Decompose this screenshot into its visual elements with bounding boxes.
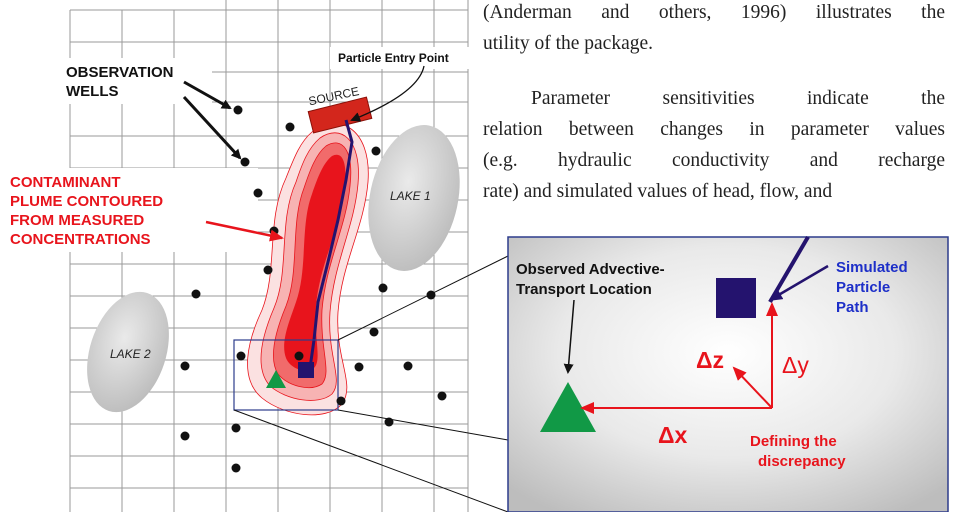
observation-wells-label-line1: OBSERVATION bbox=[66, 64, 174, 81]
well-point bbox=[180, 361, 190, 371]
text-line: Parameter sensitivities indicate the bbox=[531, 88, 945, 109]
inset-simulated-particle bbox=[716, 278, 756, 318]
well-point bbox=[191, 289, 201, 299]
particle-path bbox=[308, 119, 354, 369]
delta-z-label: Δz bbox=[696, 347, 724, 373]
zoom-connector bbox=[233, 409, 509, 512]
source-block: SOURCE bbox=[307, 84, 373, 134]
delta-x-label: Δx bbox=[658, 422, 688, 448]
well-point bbox=[180, 431, 190, 441]
lake-1-label: LAKE 1 bbox=[390, 189, 431, 203]
well-point bbox=[231, 463, 241, 473]
label-backing bbox=[8, 168, 258, 252]
observed-location-marker bbox=[266, 370, 286, 388]
simulated-pointer-arrow bbox=[768, 264, 829, 302]
observation-wells-label-line2: WELLS bbox=[66, 83, 119, 100]
simulated-label-line3: Path bbox=[836, 299, 869, 316]
wells-pointer-arrow bbox=[182, 95, 242, 160]
simulated-particle-marker bbox=[298, 362, 314, 378]
well-point bbox=[403, 361, 413, 371]
well-point bbox=[437, 391, 447, 401]
text-line: (Anderman and others, 1996) illustrates … bbox=[483, 2, 945, 23]
well-point bbox=[371, 146, 381, 156]
well-point bbox=[294, 351, 304, 361]
text-line: relation between changes in parameter va… bbox=[483, 119, 945, 140]
delta-z-arrow bbox=[732, 366, 773, 409]
well-point bbox=[233, 105, 243, 115]
observed-pointer-arrow bbox=[563, 299, 575, 374]
well-point bbox=[378, 283, 388, 293]
paragraph-continuation: (Anderman and others, 1996) illustrates … bbox=[483, 0, 945, 59]
simulated-label-line2: Particle bbox=[836, 279, 890, 296]
simulated-label-line1: Simulated bbox=[836, 259, 908, 276]
label-backing bbox=[330, 47, 470, 69]
observed-label-line1: Observed Advective- bbox=[516, 261, 665, 278]
particle-entry-point-label: Particle Entry Point bbox=[338, 51, 449, 65]
plume-label-line3: FROM MEASURED bbox=[10, 212, 144, 229]
well-point bbox=[285, 122, 295, 132]
well-point bbox=[231, 423, 241, 433]
text-line: utility of the package. bbox=[483, 33, 654, 54]
plume-label-line4: CONCENTRATIONS bbox=[10, 231, 151, 248]
wells-pointer-arrow bbox=[183, 80, 232, 110]
well-point bbox=[253, 188, 263, 198]
well-point bbox=[354, 362, 364, 372]
lake-1 bbox=[368, 125, 460, 271]
observed-label-line2: Transport Location bbox=[516, 281, 652, 298]
delta-y-label: Δy bbox=[782, 352, 809, 378]
inset-outline bbox=[233, 339, 339, 411]
well-point bbox=[269, 226, 279, 236]
paragraph-sensitivities: Parameter sensitivities indicate the rel… bbox=[483, 83, 945, 207]
entry-point-pointer bbox=[350, 65, 425, 122]
observation-wells bbox=[180, 105, 447, 473]
text-line: rate) and simulated values of head, flow… bbox=[483, 181, 833, 202]
zoom-connector bbox=[337, 409, 509, 441]
well-point bbox=[336, 396, 346, 406]
defining-label-line1: Defining the bbox=[750, 433, 837, 450]
defining-label-line2: discrepancy bbox=[758, 453, 846, 470]
well-point bbox=[240, 157, 250, 167]
text-line: (e.g. hydraulic conductivity and recharg… bbox=[483, 150, 945, 171]
zoom-connector bbox=[337, 255, 509, 341]
well-point bbox=[426, 290, 436, 300]
label-backing bbox=[62, 58, 212, 104]
well-point bbox=[236, 351, 246, 361]
discrepancy-inset: Observed Advective- Transport Location S… bbox=[507, 235, 949, 512]
lake-2 bbox=[87, 291, 169, 413]
lake-2-label: LAKE 2 bbox=[110, 347, 151, 361]
plume-label-line1: CONTAMINANT bbox=[10, 174, 121, 191]
well-point bbox=[369, 327, 379, 337]
plume-label-line2: PLUME CONTOURED bbox=[10, 193, 163, 210]
inset-observed-triangle bbox=[540, 382, 596, 432]
plume-pointer-arrow bbox=[205, 220, 284, 242]
well-point bbox=[263, 265, 273, 275]
